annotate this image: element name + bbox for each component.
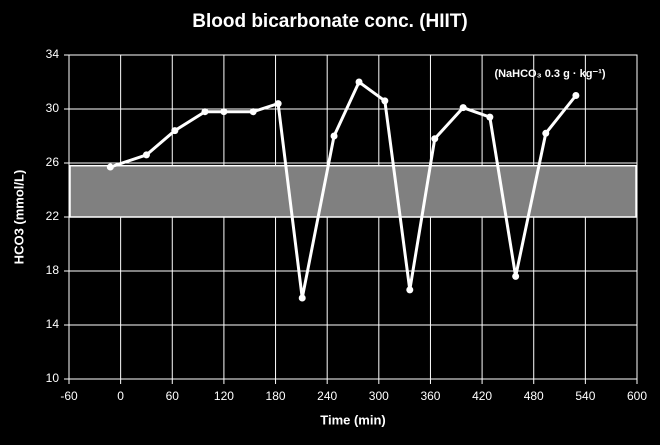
x-tick-label: -60 bbox=[60, 389, 78, 403]
data-point bbox=[171, 127, 179, 135]
y-tick-label: 30 bbox=[46, 101, 60, 115]
x-tick-label: 240 bbox=[317, 389, 337, 403]
data-point bbox=[572, 92, 580, 99]
x-tick-label: 60 bbox=[166, 389, 180, 403]
x-tick-label: 300 bbox=[369, 389, 389, 403]
x-tick-label: 540 bbox=[575, 389, 595, 403]
data-point bbox=[431, 135, 439, 143]
data-point bbox=[355, 78, 363, 86]
x-tick-label: 0 bbox=[117, 389, 124, 403]
data-point bbox=[201, 108, 209, 116]
x-tick-label: 600 bbox=[627, 389, 647, 403]
y-tick-label: 18 bbox=[46, 263, 60, 277]
data-point bbox=[220, 108, 228, 116]
data-point bbox=[142, 151, 150, 159]
x-tick-label: 120 bbox=[214, 389, 234, 403]
data-point bbox=[406, 286, 414, 294]
data-point bbox=[542, 129, 550, 137]
data-point bbox=[381, 97, 389, 105]
data-point bbox=[486, 113, 494, 121]
chart-title: Blood bicarbonate conc. (HIIT) bbox=[192, 11, 468, 32]
y-tick-label: 14 bbox=[46, 317, 60, 331]
x-axis-label: Time (min) bbox=[320, 412, 386, 427]
y-tick-label: 34 bbox=[46, 47, 60, 61]
data-point bbox=[512, 272, 520, 280]
x-tick-label: 420 bbox=[472, 389, 492, 403]
y-tick-label: 22 bbox=[46, 209, 60, 223]
data-point bbox=[106, 163, 114, 171]
x-tick-label: 480 bbox=[524, 389, 544, 403]
annotation: (NaHCO₃ 0.3 g · kg⁻¹) bbox=[494, 68, 605, 80]
x-tick-label: 360 bbox=[420, 389, 440, 403]
data-point bbox=[298, 294, 306, 302]
data-point bbox=[274, 100, 282, 108]
plot-border bbox=[68, 54, 638, 380]
y-axis-label: HCO3 (mmol/L) bbox=[11, 170, 26, 265]
y-tick-label: 10 bbox=[46, 371, 60, 385]
data-point bbox=[249, 108, 257, 116]
y-tick-label: 26 bbox=[46, 155, 60, 169]
data-point bbox=[459, 104, 467, 112]
data-point bbox=[330, 132, 338, 140]
x-tick-label: 180 bbox=[266, 389, 286, 403]
data-line bbox=[109, 79, 578, 299]
reference-band bbox=[69, 164, 637, 218]
